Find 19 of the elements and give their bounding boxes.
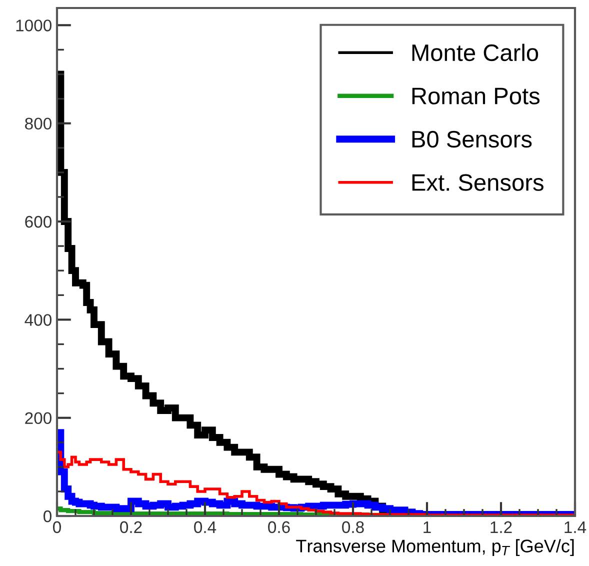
y-tick-label: 1000 [16,20,52,32]
x-axis-title: Transverse Momentum, p$_{T}$ [GeV/c] [296,539,574,556]
x-tick-label: 0.4 [194,521,216,534]
x-tick-label: 1 [424,521,431,533]
legend-label: Ext. Sensors [412,174,544,191]
y-tick-label: 400 [24,314,52,326]
x-tick-label: 0.6 [268,521,290,534]
legend-label: Roman Pots [412,88,540,104]
x-tick-label: 0.2 [120,521,142,534]
y-tick-label: 200 [25,412,52,424]
y-tick-label: 600 [25,216,52,228]
x-tick-label: 0.8 [342,521,364,534]
legend-label: B0 Sensors [412,130,532,148]
x-tick-label: 1.4 [564,521,586,533]
legend-label: Monte Carlo [412,44,538,62]
x-tick-label: 0 [53,521,61,534]
y-tick-label: 0 [44,510,52,522]
y-tick-label: 800 [25,118,52,130]
x-tick-label: 1.2 [490,521,512,533]
